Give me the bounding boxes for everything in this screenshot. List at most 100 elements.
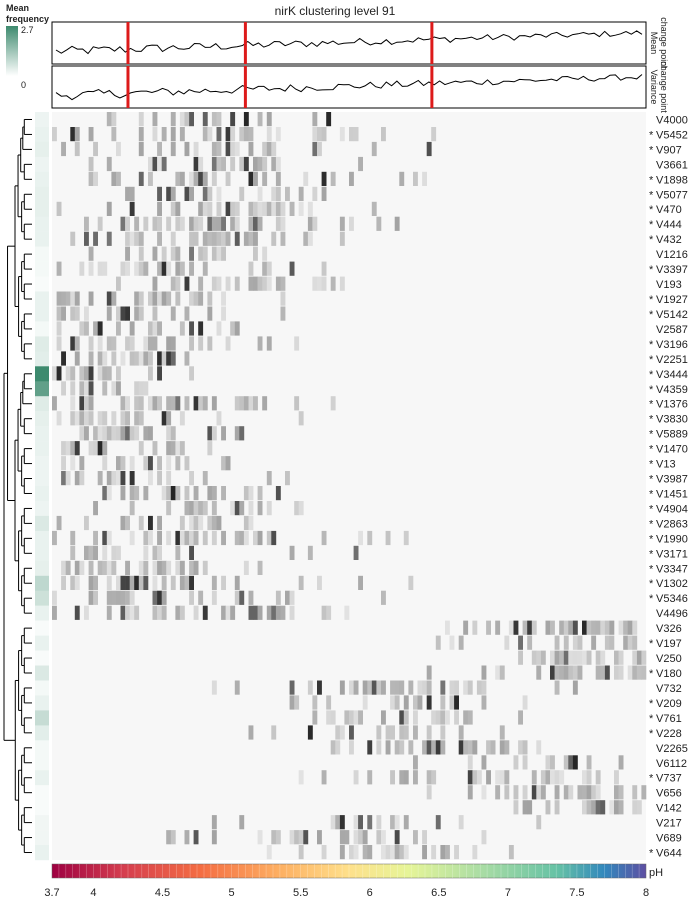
heatmap-cell (472, 770, 478, 785)
heatmap-cell (193, 486, 199, 501)
heatmap-cell (349, 216, 354, 231)
heatmap-cell (298, 501, 304, 516)
heatmap-cell (170, 336, 176, 351)
heatmap-cell (545, 755, 551, 770)
row-star-marker: * (649, 518, 654, 530)
heatmap-cell (248, 171, 254, 186)
heatmap-cell (198, 501, 204, 516)
sidebar-cell-V6112 (35, 755, 49, 771)
heatmap-cell (193, 560, 199, 575)
heatmap-cell (586, 650, 592, 665)
heatmap-cell (221, 456, 226, 471)
heatmap-cell (403, 710, 409, 725)
heatmap-cell (134, 381, 140, 396)
heatmap-cell (440, 710, 446, 725)
heatmap-cell (175, 396, 181, 411)
heatmap-cell (413, 755, 418, 770)
heatmap-cell (381, 710, 386, 725)
heatmap-cell (138, 261, 144, 276)
heatmap-cell (198, 590, 204, 605)
heatmap-cell (74, 411, 80, 426)
sidebar-cell-V13 (35, 456, 49, 472)
row-label-V689: V689 (656, 833, 682, 845)
heatmap-cell (129, 590, 135, 605)
heatmap-cell (152, 246, 158, 261)
row-label-V3661: V3661 (656, 159, 688, 171)
heatmap-cell (116, 321, 121, 336)
sidebar-cell-V4904 (35, 501, 49, 517)
heatmap-cell (595, 620, 601, 635)
heatmap-cell (120, 426, 126, 441)
heatmap-cell (79, 321, 85, 336)
heatmap-cell (152, 605, 158, 620)
heatmap-cell (120, 396, 126, 411)
heatmap-cell (275, 276, 281, 291)
heatmap-cell (234, 201, 240, 216)
row-star-marker: * (649, 234, 654, 246)
heatmap-cell (243, 231, 249, 246)
heatmap-cell (102, 545, 108, 560)
heatmap-cell (454, 845, 459, 860)
heatmap-cell (426, 740, 432, 755)
row-star-marker: * (649, 638, 654, 650)
heatmap-cell (330, 815, 336, 830)
heatmap-cell (211, 141, 217, 157)
heatmap-cell (230, 156, 236, 172)
row-label-V761: V761 (656, 713, 682, 725)
heatmap-cell (175, 246, 181, 261)
heatmap-cell (513, 755, 519, 770)
heatmap-cell (422, 680, 427, 695)
heatmap-cell (394, 815, 400, 830)
heatmap-cell (294, 336, 300, 351)
heatmap-cell (189, 321, 194, 336)
sidebar-cell-V3444 (35, 366, 49, 382)
heatmap-cell (413, 171, 418, 186)
sidebar-cell-V470 (35, 201, 49, 217)
heatmap-cell (202, 201, 208, 216)
mean-frequency-sidebar (35, 112, 49, 861)
heatmap-cell (70, 545, 76, 560)
heatmap-cell (161, 486, 167, 501)
heatmap-cell (116, 276, 121, 291)
heatmap-cell (179, 605, 185, 620)
heatmap-cell (88, 351, 94, 366)
heatmap-cell (106, 486, 112, 501)
heatmap-cell (148, 156, 153, 172)
sidebar-cell-V326 (35, 620, 49, 636)
heatmap-cell (321, 127, 327, 142)
heatmap-cell (170, 396, 176, 411)
heatmap-cell (184, 530, 190, 546)
heatmap-cell (568, 650, 574, 665)
heatmap-cell (88, 396, 94, 411)
heatmap-cell (636, 665, 642, 680)
heatmap-cell (381, 127, 386, 142)
heatmap-cell (129, 605, 135, 620)
heatmap-cell (179, 515, 185, 531)
heatmap-cell (390, 695, 395, 710)
change-point-panel-2 (51, 65, 647, 109)
heatmap-cell (148, 351, 153, 366)
heatmap-cell (413, 695, 418, 710)
heatmap-cell (216, 216, 222, 231)
row-label-V2587: V2587 (656, 324, 688, 336)
heatmap-cell (79, 411, 85, 426)
row-label-V5077: V5077 (656, 189, 688, 201)
row-label-V3347: V3347 (656, 563, 688, 575)
heatmap-cell (385, 845, 391, 860)
heatmap-cell (554, 785, 560, 800)
row-star-marker: * (649, 728, 654, 740)
heatmap-cell (536, 785, 542, 800)
heatmap-cell (161, 411, 167, 426)
heatmap-cell (184, 501, 190, 516)
heatmap-cell (216, 141, 222, 157)
heatmap-cell (518, 740, 523, 755)
heatmap-cell (184, 112, 190, 127)
heatmap-cell (362, 845, 368, 860)
heatmap-cell (56, 411, 62, 426)
sidebar-cell-V217 (35, 815, 49, 831)
ph-tick-label: 7.5 (569, 887, 584, 899)
heatmap-cell (253, 276, 258, 291)
heatmap-cell (97, 426, 103, 441)
sidebar-cell-V1990 (35, 530, 49, 547)
heatmap-cell (184, 186, 190, 201)
